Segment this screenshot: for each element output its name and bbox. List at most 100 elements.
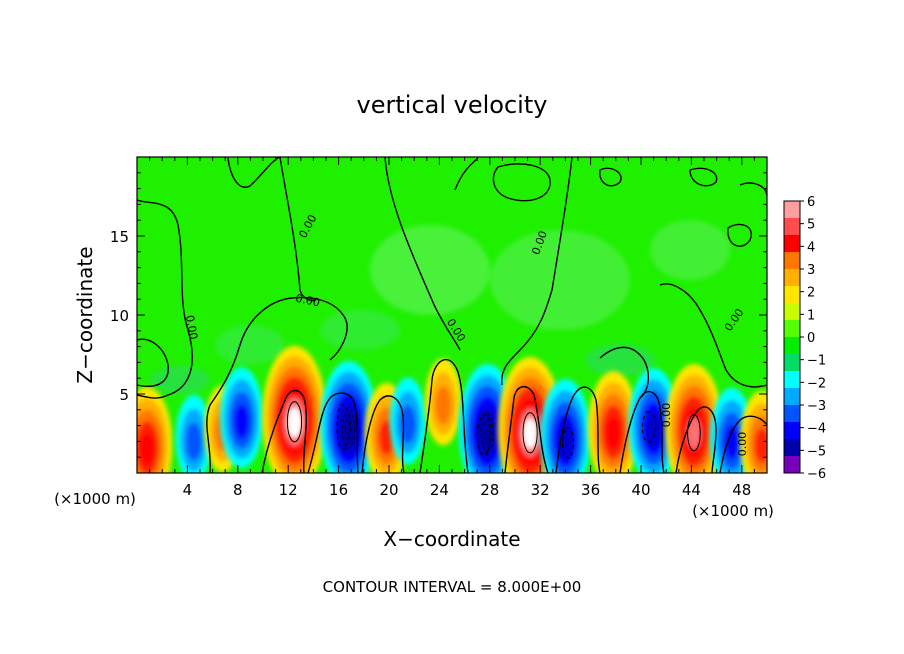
contour-label: 0.00 [183,314,200,340]
colorbar-swatch [784,218,800,236]
negative-contour [477,414,492,456]
zero-contour [689,167,718,187]
colorbar-tick-label: 6 [807,195,815,210]
zero-contour [727,223,752,247]
velocity-cell-band [435,385,452,425]
velocity-cell [389,377,427,465]
velocity-cell-band [523,418,537,449]
zero-contour [675,406,717,473]
zero-contour [261,389,307,473]
colorbar-tick-label: 2 [807,286,815,301]
zero-contour [739,182,767,197]
velocity-cell [740,390,767,473]
velocity-cell [665,363,723,473]
x-tick-label: 28 [480,481,499,499]
colorbar-tick-label: 4 [807,240,815,255]
zero-contour [307,392,359,473]
y-axis: 5 10 15 [110,172,767,458]
x-tick-label: 24 [430,481,449,499]
colorbar-swatch [784,456,800,474]
zero-contour [599,167,622,187]
y-axis-label: Z−coordinate [73,246,97,383]
colorbar-swatch [784,286,800,304]
zero-contour [619,390,665,473]
zero-contour [492,163,551,202]
velocity-cell [262,345,327,473]
velocity-cell-band [754,427,767,463]
colorbar: 6 5 4 3 2 1 0 −1 −2 −3 −4 −5 −6 [783,195,826,482]
colorbar-swatch [784,201,800,219]
x-tick-label: 48 [732,481,751,499]
zero-contour [361,395,405,473]
zero-contour [206,296,348,473]
zero-contour [227,157,281,188]
velocity-cell-band [185,422,202,461]
velocity-cell [319,360,378,473]
velocity-cell-band [606,416,621,450]
x-tick-label: 44 [682,481,701,499]
zero-contour [384,157,461,351]
velocity-cell-band [287,407,302,438]
zero-contour [504,386,549,473]
colorbar-tick-label: 3 [807,263,815,278]
velocity-cells [137,345,767,473]
y-tick-label: 15 [110,228,129,246]
colorbar-tick-label: −3 [807,399,826,414]
colorbar-swatch [784,337,800,355]
velocity-cell [540,379,591,473]
velocity-cell-band [341,414,356,446]
x-axis: 4 8 12 16 20 24 28 32 36 40 44 48 [149,157,755,499]
colorbar-swatch [784,320,800,338]
zero-contour [137,338,169,387]
x-tick-label: 36 [581,481,600,499]
y-tick-label: 10 [110,307,129,325]
negative-contour [561,427,575,459]
velocity-cell [425,358,462,446]
colorbar-swatch [784,405,800,423]
x-tick-label: 8 [233,481,243,499]
colorbar-tick-label: 5 [807,218,815,233]
zero-contours [137,157,767,473]
zero-contour [599,346,650,399]
colorbar-tick-label: −5 [807,444,826,459]
velocity-cell-core-contour [286,401,303,443]
colorbar-swatch [784,371,800,389]
zero-contour [659,283,767,388]
x-unit-right: (×1000 m) [692,502,774,520]
velocity-cell-band [646,413,661,447]
velocity-cell-core-contour [522,412,538,454]
colorbar-swatch [784,269,800,287]
negative-contour [336,404,351,450]
colorbar-swatch [784,235,800,253]
colorbar-swatch [784,422,800,440]
colorbar-tick-label: −2 [807,376,826,391]
zero-contour [419,358,469,473]
velocity-cell-band [686,417,701,450]
colorbar-tick-label: −4 [807,422,826,437]
velocity-cell-band [234,404,250,440]
velocity-cell [175,394,212,473]
velocity-cell-band [724,424,740,460]
negative-contour [641,411,657,443]
velocity-cell-core-contour [480,414,495,452]
colorbar-tick-label: 1 [807,308,815,323]
contour-label: 0.00 [736,432,749,457]
zero-contour [501,157,573,386]
colorbar-swatch [784,388,800,406]
velocity-cell-core-contour [687,414,701,452]
plot-area [137,157,767,473]
colorbar-swatch [784,439,800,457]
contour-label: 0.00 [294,292,321,310]
velocity-cell-band [139,432,155,466]
x-tick-label: 32 [531,481,550,499]
x-unit-left: (×1000 m) [54,490,136,508]
contour-label: 0.00 [660,403,673,428]
background-shading [150,220,730,394]
colorbar-swatch [784,252,800,270]
x-tick-label: 16 [329,481,348,499]
contour-interval-footer: CONTOUR INTERVAL = 8.000E+00 [323,578,582,596]
colorbar-tick-label: 0 [807,331,815,346]
velocity-cell-core-contour [341,410,356,449]
